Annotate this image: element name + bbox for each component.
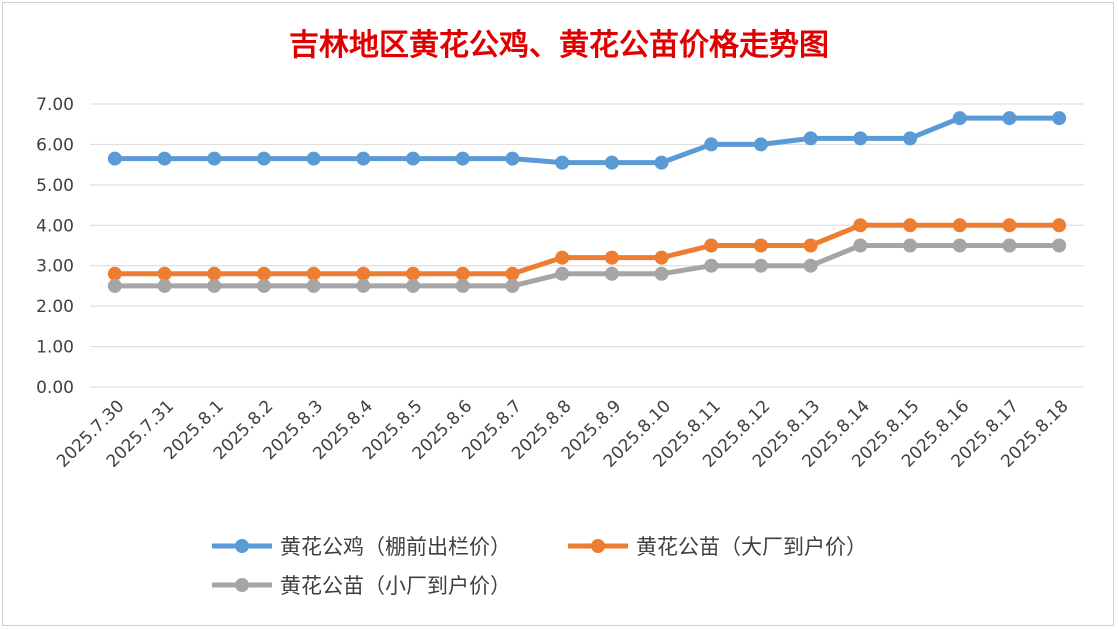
series-line-3 [112,243,1062,289]
data-point [207,278,222,293]
data-point [107,278,122,293]
y-tick-label: 0.00 [36,378,74,398]
data-point [107,151,122,166]
legend-label: 黄花公鸡（棚前出栏价） [280,535,511,559]
y-tick-label: 5.00 [36,176,74,196]
data-point [356,278,371,293]
data-point [505,151,520,166]
data-point [853,238,868,253]
data-point [455,151,470,166]
data-point [107,266,122,281]
data-point [207,151,222,166]
y-tick-label: 1.00 [36,338,74,358]
data-point [406,278,421,293]
legend-swatch-marker [235,539,249,553]
data-point [604,266,619,281]
data-point [406,151,421,166]
data-point [555,266,570,281]
data-point [157,151,172,166]
data-point [803,238,818,253]
data-point [654,250,669,265]
legend-swatch-marker [235,578,249,592]
data-point [753,137,768,152]
data-point [753,238,768,253]
data-point [952,111,967,126]
data-point [1052,111,1067,126]
data-point [356,266,371,281]
data-point [654,155,669,170]
legend-label: 黄花公苗（大厂到户价） [636,535,867,559]
data-point [157,278,172,293]
data-point [555,250,570,265]
data-point [1002,218,1017,233]
data-point [853,131,868,146]
data-point [306,266,321,281]
data-point [505,278,520,293]
legend-swatch-marker [591,539,605,553]
data-point [654,266,669,281]
data-point [903,238,918,253]
y-tick-label: 2.00 [36,297,74,317]
data-point [952,238,967,253]
data-point [406,266,421,281]
data-point [256,151,271,166]
data-point [903,131,918,146]
data-point [803,258,818,273]
data-point [157,266,172,281]
data-point [704,137,719,152]
data-point [704,238,719,253]
legend-label: 黄花公苗（小厂到户价） [280,574,511,598]
chart-title: 吉林地区黄花公鸡、黄花公苗价格走势图 [289,28,829,63]
y-tick-label: 7.00 [36,95,74,115]
data-point [1052,218,1067,233]
data-point [505,266,520,281]
y-tick-label: 3.00 [36,257,74,277]
data-point [753,258,768,273]
y-tick-label: 6.00 [36,135,74,155]
data-point [555,155,570,170]
data-point [455,266,470,281]
data-point [306,151,321,166]
data-point [356,151,371,166]
data-point [256,266,271,281]
data-point [853,218,868,233]
series-line-1 [112,115,1062,166]
data-point [256,278,271,293]
data-point [455,278,470,293]
series-line-2 [112,222,1062,277]
data-point [207,266,222,281]
y-tick-label: 4.00 [36,216,74,236]
data-point [803,131,818,146]
data-point [604,250,619,265]
data-point [903,218,918,233]
data-point [1002,238,1017,253]
data-point [604,155,619,170]
data-point [952,218,967,233]
data-point [704,258,719,273]
data-point [306,278,321,293]
data-point [1052,238,1067,253]
data-point [1002,111,1017,126]
